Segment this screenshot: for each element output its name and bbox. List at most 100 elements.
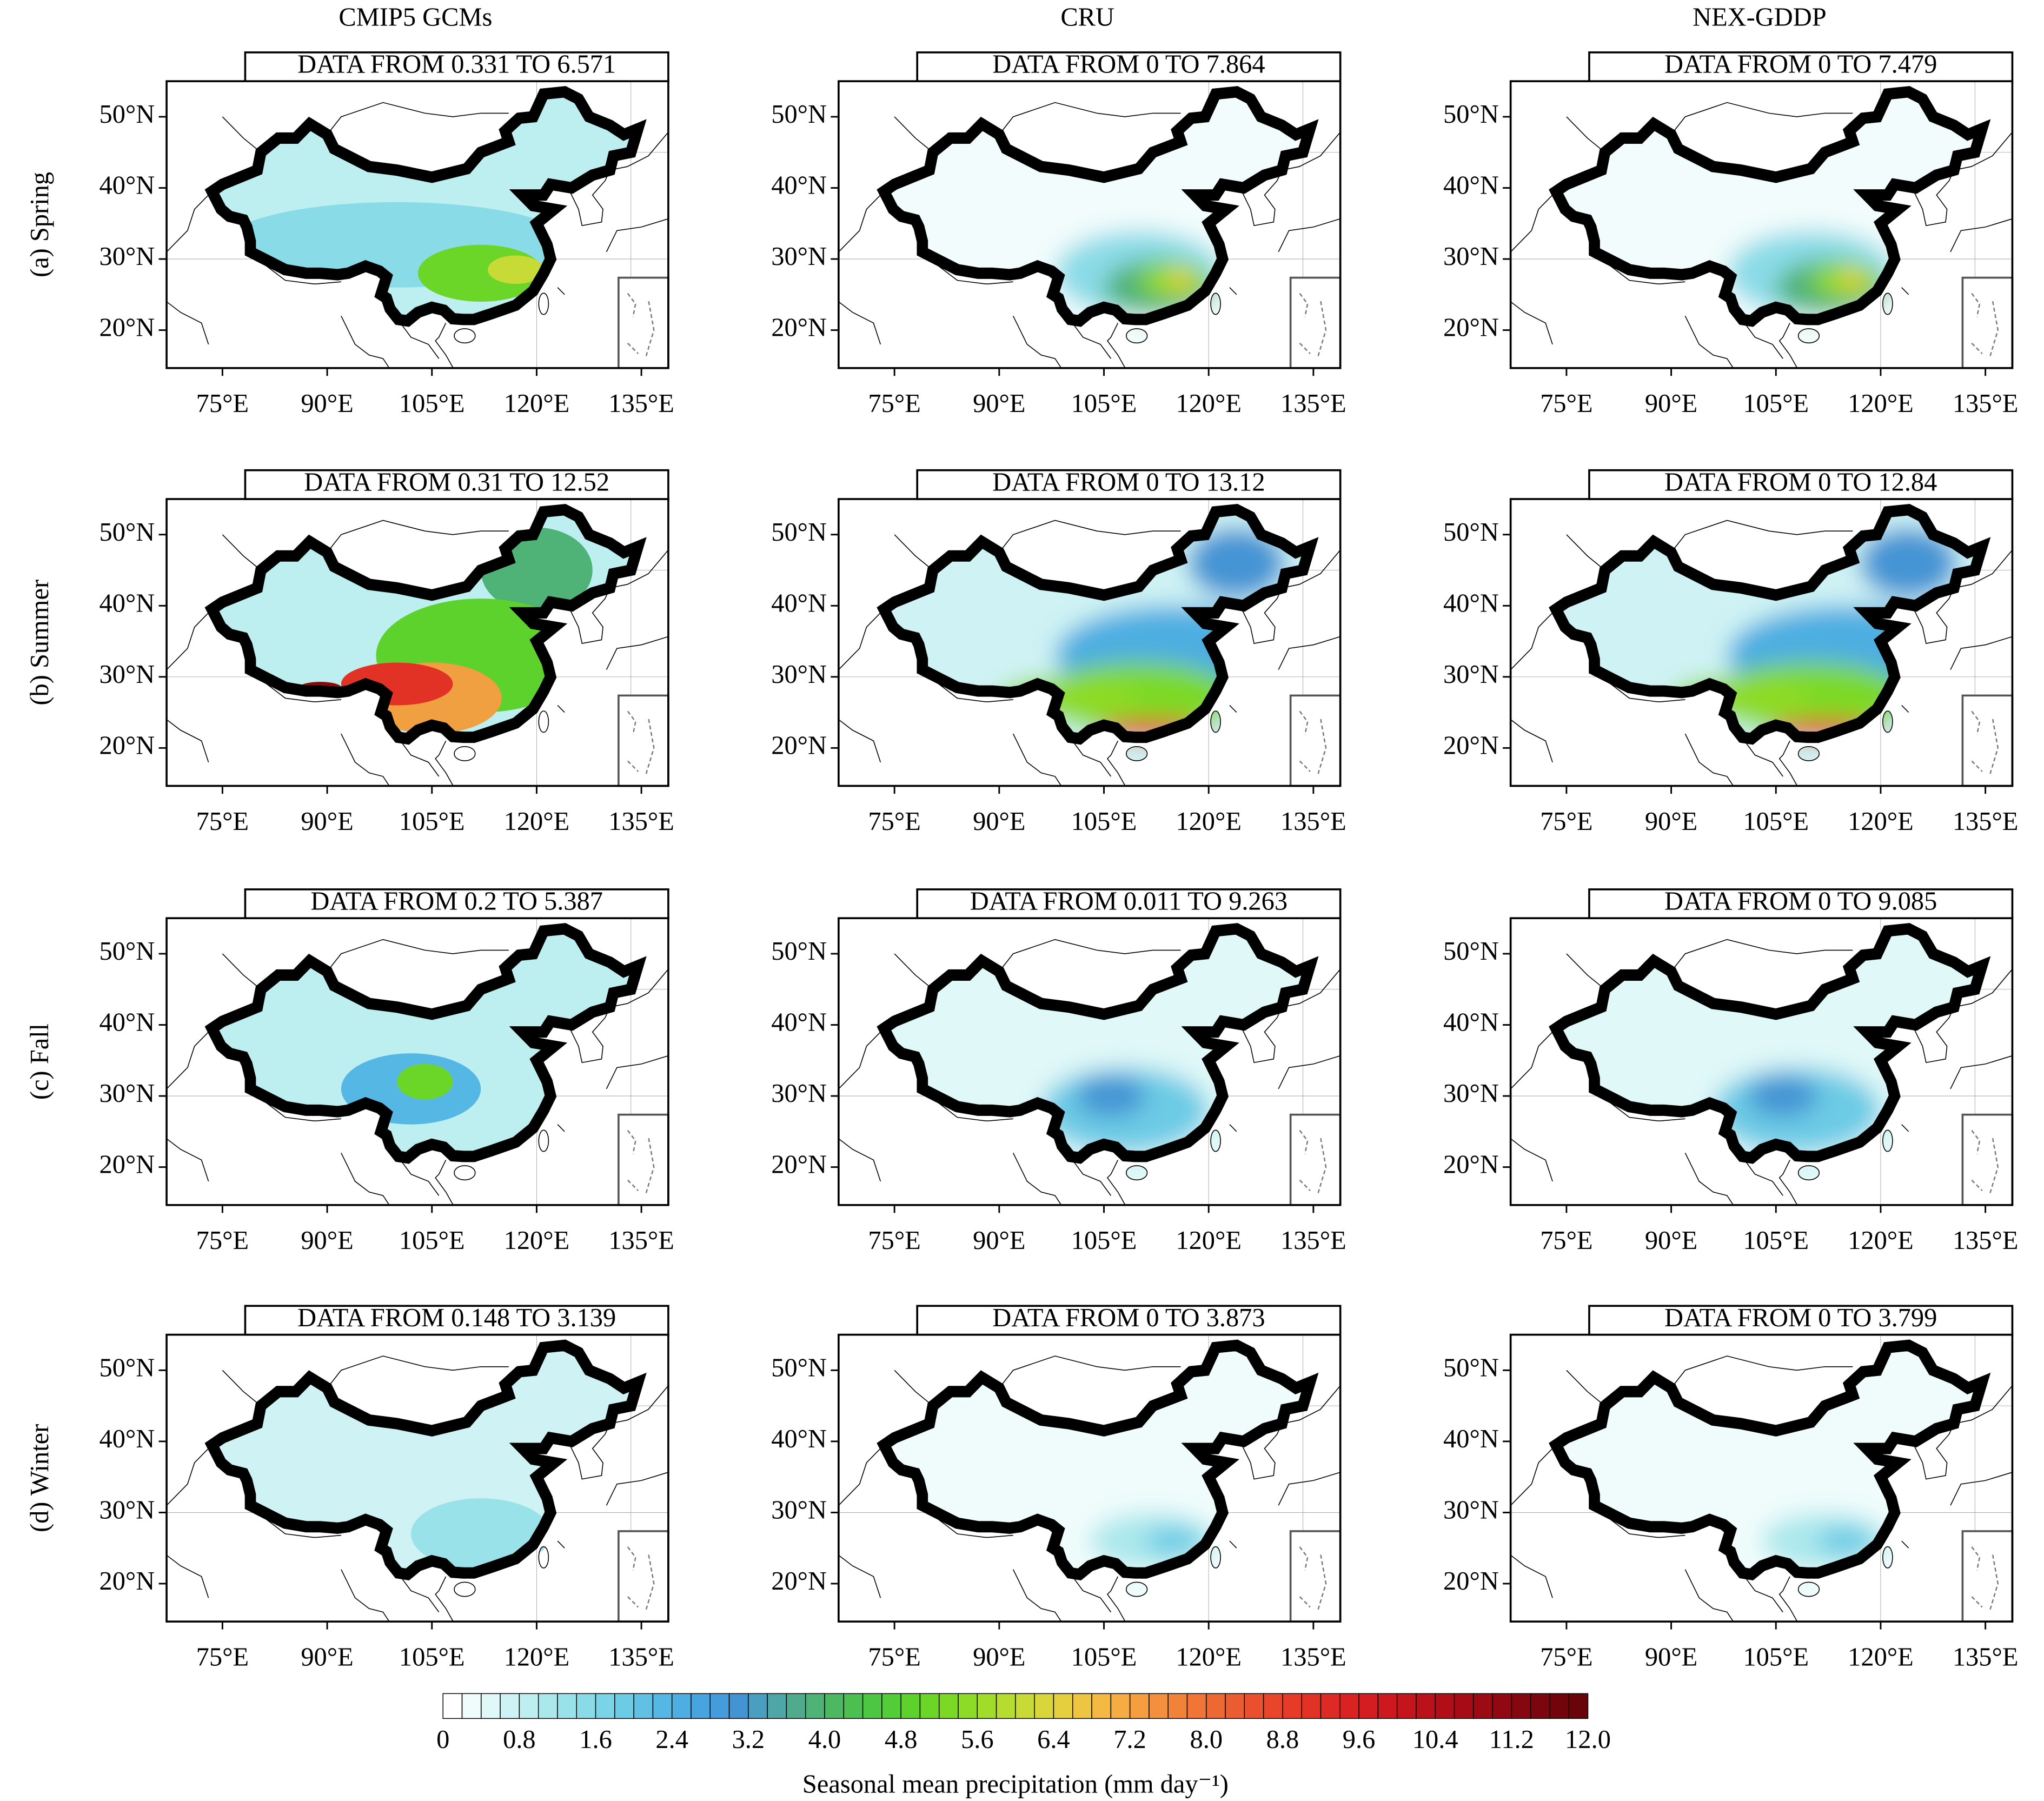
lat-label: 30°N [99,1496,155,1525]
colorbar-box [691,1693,711,1719]
colorbar-box [461,1693,482,1719]
lat-label: 30°N [99,1079,155,1108]
colorbar-tick-label: 9.6 [1343,1725,1376,1754]
lat-label: 50°N [771,518,827,547]
colorbar-tick-label: 4.0 [808,1725,841,1754]
range-label: DATA FROM 0.31 TO 12.52 [304,468,609,496]
range-label: DATA FROM 0 TO 12.84 [1664,468,1937,496]
lat-label: 30°N [1443,1079,1499,1108]
lon-label: 75°E [1540,1643,1592,1671]
lon-label: 90°E [1645,1226,1697,1255]
colorbar-box [671,1693,692,1719]
lon-label: 75°E [868,807,920,836]
colorbar-tick-label: 4.8 [885,1725,918,1754]
colorbar-box [1091,1693,1112,1719]
lat-label: 40°N [99,1008,155,1037]
map-panel: DATA FROM 0.31 TO 12.52 50°N 40°N 30°N 20°N 7… [99,468,674,836]
lon-label: 75°E [868,1226,920,1255]
lon-label: 135°E [1953,389,2019,418]
south-china-sea-inset [618,694,669,787]
lat-label: 40°N [771,1425,827,1453]
colorbar-tick-label: 10.4 [1412,1725,1458,1754]
south-china-sea-inset [1961,694,2014,787]
lat-label: 30°N [1443,660,1499,689]
colorbar-tick-label: 12.0 [1565,1725,1611,1754]
colorbar-box [748,1693,768,1719]
lat-label: 20°N [771,1151,827,1179]
lat-label: 20°N [1443,1151,1499,1179]
range-box [1588,888,2014,920]
lon-label: 75°E [196,389,249,418]
range-box [244,469,669,500]
lat-label: 50°N [1443,1353,1499,1382]
range-label: DATA FROM 0 TO 13.12 [992,468,1265,496]
colorbar-box [1149,1693,1169,1719]
colorbar-tick-label: 3.2 [732,1725,765,1754]
map-panel: DATA FROM 0.148 TO 3.139 50°N 40°N 30°N 20°N… [99,1304,674,1671]
lon-label: 75°E [1540,807,1592,836]
colorbar-box [977,1693,997,1719]
lon-label: 105°E [1071,807,1137,836]
colorbar-box [824,1693,845,1719]
lon-label: 90°E [301,1226,353,1255]
row-label: (d) Winter [25,1424,54,1532]
lon-label: 105°E [1071,389,1137,418]
colorbar-box [1110,1693,1131,1719]
lon-label: 75°E [196,1643,249,1671]
south-china-sea-inset [1289,1530,1342,1623]
row-label: (b) Summer [25,580,54,706]
lat-label: 30°N [99,242,155,271]
column-title: NEX-GDDP [1693,3,1827,31]
lon-label: 90°E [301,807,353,836]
lat-label: 40°N [1443,171,1499,200]
colorbar-box [481,1693,501,1719]
colorbar-box [1129,1693,1150,1719]
lat-label: 20°N [99,314,155,342]
range-label: DATA FROM 0.2 TO 5.387 [310,887,603,916]
south-china-sea-inset [618,1530,669,1623]
lon-label: 105°E [399,807,465,836]
colorbar-tick-label: 8.0 [1190,1725,1223,1754]
map-panel: DATA FROM 0.2 TO 5.387 50°N 40°N 30°N 20°N 75… [99,887,674,1255]
map-panel: DATA FROM 0 TO 3.799 50°N 40°N 30°N 20°N 75°E… [1443,1304,2018,1671]
colorbar-box [1225,1693,1245,1719]
lat-label: 50°N [1443,937,1499,966]
lat-label: 30°N [771,242,827,271]
lat-label: 30°N [771,1496,827,1525]
lat-label: 20°N [771,732,827,760]
lon-label: 135°E [608,1226,674,1255]
lon-label: 120°E [504,389,570,418]
colorbar-tick-label: 0 [436,1725,449,1754]
colorbar-box [652,1693,673,1719]
lon-label: 120°E [1176,389,1242,418]
colorbar-tick-label: 8.8 [1266,1725,1299,1754]
lon-label: 120°E [1176,1226,1242,1255]
column-title: CRU [1060,3,1114,31]
map-panel: DATA FROM 0 TO 7.864 50°N 40°N 30°N 20°N 75°E… [771,50,1346,418]
lon-label: 75°E [196,1226,249,1255]
lon-label: 90°E [973,807,1025,836]
map-panel: DATA FROM 0 TO 7.479 50°N 40°N 30°N 20°N 75°E… [1443,50,2019,418]
lon-label: 75°E [1540,389,1592,418]
lat-label: 30°N [1443,242,1499,271]
range-label: DATA FROM 0.331 TO 6.571 [297,50,616,79]
lon-label: 75°E [868,1643,920,1671]
colorbar-box [1530,1693,1550,1719]
map-panel: DATA FROM 0 TO 13.12 50°N 40°N 30°N 20°N 75°E… [771,468,1346,836]
range-box [1588,1305,2014,1336]
lat-label: 30°N [771,1079,827,1108]
lat-label: 40°N [1443,589,1499,617]
lon-label: 90°E [1645,1643,1697,1671]
colorbar-box [1377,1693,1398,1719]
lon-label: 105°E [1743,389,1809,418]
lat-label: 30°N [99,660,155,689]
colorbar-box [1511,1693,1531,1719]
colorbar-box [1053,1693,1073,1719]
range-label: DATA FROM 0 TO 3.873 [992,1304,1265,1332]
colorbar-box [1282,1693,1302,1719]
lat-label: 40°N [771,1008,827,1037]
colorbar-tick-label: 1.6 [579,1725,612,1754]
range-box [244,51,669,83]
lon-label: 120°E [1848,807,1914,836]
colorbar-tick-label: 5.6 [961,1725,994,1754]
